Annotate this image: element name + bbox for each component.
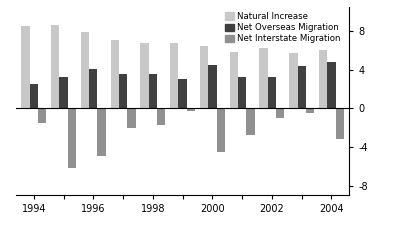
Bar [260, 48, 268, 108]
Bar [89, 69, 97, 108]
Bar [276, 108, 284, 118]
Bar [187, 108, 195, 111]
Bar [217, 108, 225, 152]
Bar [208, 65, 217, 108]
Bar [319, 50, 327, 108]
Bar [327, 62, 336, 108]
Bar [238, 77, 246, 108]
Bar [127, 108, 136, 128]
Legend: Natural Increase, Net Overseas Migration, Net Interstate Migration: Natural Increase, Net Overseas Migration… [224, 11, 342, 44]
Bar [179, 79, 187, 108]
Bar [110, 40, 119, 108]
Bar [67, 108, 76, 168]
Bar [148, 74, 157, 108]
Bar [141, 42, 148, 108]
Bar [268, 77, 276, 108]
Bar [60, 77, 67, 108]
Bar [51, 25, 60, 108]
Bar [21, 26, 29, 108]
Bar [29, 84, 38, 108]
Bar [336, 108, 344, 139]
Bar [157, 108, 166, 125]
Bar [200, 47, 208, 108]
Bar [98, 108, 106, 155]
Bar [81, 32, 89, 108]
Bar [229, 52, 238, 108]
Bar [170, 42, 179, 108]
Bar [298, 66, 306, 108]
Bar [38, 108, 46, 123]
Bar [306, 108, 314, 113]
Bar [119, 74, 127, 108]
Bar [246, 108, 255, 135]
Bar [289, 53, 298, 108]
